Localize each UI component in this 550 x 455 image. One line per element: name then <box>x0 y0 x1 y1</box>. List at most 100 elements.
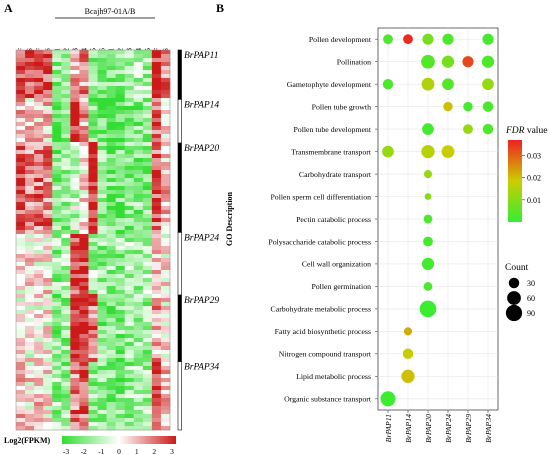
heatmap-cell <box>25 314 35 319</box>
heatmap-cell <box>79 182 89 187</box>
heatmap-cell <box>160 142 171 147</box>
heatmap-cell <box>52 350 62 355</box>
heatmap-cell <box>151 314 162 319</box>
heatmap-cell <box>34 402 44 407</box>
heatmap-cell <box>133 366 144 371</box>
heatmap-cell <box>52 322 62 327</box>
heatmap-cell <box>124 274 135 279</box>
heatmap-cell <box>160 306 171 311</box>
heatmap-cell <box>142 294 153 299</box>
heatmap-cell <box>133 202 144 207</box>
heatmap-cell <box>25 146 35 151</box>
heatmap-cell <box>25 330 35 335</box>
heatmap-cell <box>142 350 153 355</box>
heatmap-cell <box>88 370 98 375</box>
heatmap-cell <box>142 354 153 359</box>
heatmap-cell <box>70 94 80 99</box>
x-tick-label: BrPAP34 <box>484 414 493 443</box>
heatmap-cell <box>124 246 135 251</box>
heatmap-cell <box>124 266 135 271</box>
heatmap-cell <box>142 290 153 295</box>
heatmap-cell <box>16 70 26 75</box>
heatmap-cell <box>61 290 71 295</box>
heatmap-cell <box>142 422 153 427</box>
heatmap-cell <box>106 118 116 123</box>
heatmap-cell <box>133 150 144 155</box>
heatmap-cell <box>61 350 71 355</box>
log2-tick-label: -2 <box>81 447 87 455</box>
heatmap-cell <box>97 146 107 151</box>
heatmap-cell <box>25 422 35 427</box>
heatmap-cell <box>88 262 98 267</box>
heatmap-cell <box>34 194 44 199</box>
heatmap-cell <box>52 238 62 243</box>
heatmap-cell <box>88 162 98 167</box>
heatmap-cell <box>88 98 98 103</box>
bubble <box>401 369 415 383</box>
heatmap-cell <box>160 90 171 95</box>
fdr-tick-label: 0.03 <box>527 152 541 161</box>
heatmap-cell <box>142 70 153 75</box>
heatmap-cell <box>34 118 44 123</box>
heatmap-cell <box>106 338 116 343</box>
heatmap-cell <box>88 58 98 63</box>
bubble <box>463 101 473 112</box>
heatmap-cell <box>142 78 153 83</box>
y-tick-label: Pollen germination <box>311 282 371 291</box>
heatmap-cell <box>16 154 26 159</box>
heatmap-cell <box>160 278 171 283</box>
heatmap-cell <box>61 58 71 63</box>
heatmap-cell <box>16 150 26 155</box>
heatmap-cell <box>115 86 126 91</box>
heatmap-cell <box>16 346 26 351</box>
heatmap-cell <box>88 82 98 87</box>
heatmap-cell <box>142 314 153 319</box>
heatmap-cell <box>124 342 135 347</box>
heatmap-cell <box>115 162 126 167</box>
heatmap-cell <box>16 178 26 183</box>
heatmap-cell <box>115 402 126 407</box>
heatmap-cell <box>61 170 71 175</box>
heatmap-cell <box>97 326 107 331</box>
heatmap-cell <box>43 102 53 107</box>
heatmap-cell <box>160 274 171 279</box>
heatmap-cell <box>88 278 98 283</box>
heatmap-cell <box>115 174 126 179</box>
heatmap-cell <box>61 222 71 227</box>
heatmap-cell <box>106 402 116 407</box>
heatmap-cell <box>133 74 144 79</box>
heatmap-cell <box>52 146 62 151</box>
heatmap-cell <box>34 126 44 131</box>
heatmap-cell <box>124 410 135 415</box>
count-legend-label: 90 <box>527 309 535 318</box>
cluster-label: BrPAP14 <box>184 100 219 110</box>
heatmap-cell <box>52 302 62 307</box>
heatmap-cell <box>52 262 62 267</box>
heatmap-cell <box>52 282 62 287</box>
heatmap-cell <box>52 246 62 251</box>
heatmap-cell <box>61 254 71 259</box>
heatmap-cell <box>115 150 126 155</box>
heatmap-cell <box>115 194 126 199</box>
heatmap-cell <box>16 202 26 207</box>
heatmap-cell <box>52 290 62 295</box>
heatmap-cell <box>52 270 62 275</box>
heatmap-cell <box>115 378 126 383</box>
heatmap-cell <box>151 254 162 259</box>
heatmap-cell <box>16 398 26 403</box>
heatmap-cell <box>43 58 53 63</box>
heatmap-cell <box>52 366 62 371</box>
heatmap-cell <box>34 122 44 127</box>
heatmap-cell <box>70 278 80 283</box>
heatmap-cell <box>79 106 89 111</box>
heatmap-cell <box>142 82 153 87</box>
heatmap-cell <box>43 426 53 431</box>
bubble <box>382 145 394 158</box>
heatmap-cell <box>16 254 26 259</box>
heatmap-cell <box>106 422 116 427</box>
heatmap-cell <box>34 78 44 83</box>
heatmap-cell <box>43 422 53 427</box>
heatmap-cell <box>97 122 107 127</box>
heatmap-cell <box>133 266 144 271</box>
heatmap-cell <box>79 254 89 259</box>
